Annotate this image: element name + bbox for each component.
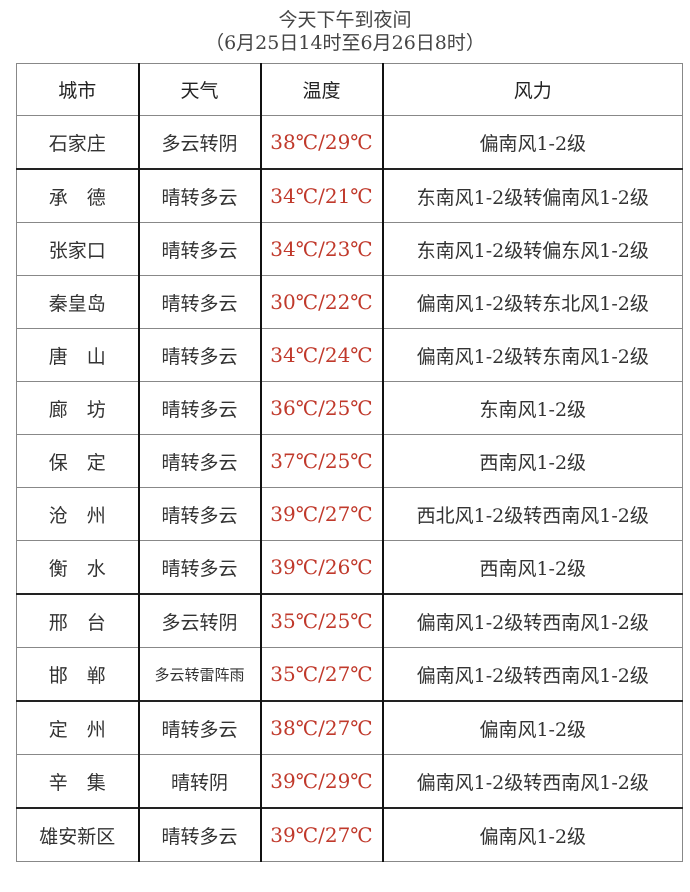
- table-row: 石家庄 多云转阴 38℃/29℃ 偏南风1-2级: [16, 115, 683, 170]
- weather-cell: 晴转多云: [137, 487, 261, 541]
- temperature-cell: 36℃/25℃: [259, 381, 383, 435]
- temperature-cell: 37℃/25℃: [259, 434, 383, 488]
- table-row: 衡 水晴转多云 39℃/26℃ 西南风1-2级: [16, 540, 683, 595]
- temperature-cell: 34℃/23℃: [259, 222, 383, 276]
- weather-cell: 晴转多云: [137, 168, 261, 223]
- temperature-cell: 39℃/27℃: [259, 807, 383, 862]
- table-row: 辛 集晴转阴 39℃/29℃ 偏南风1-2级转西南风1-2级: [16, 754, 683, 809]
- city-cell: 保 定: [16, 434, 139, 488]
- wind-cell: 西南风1-2级: [381, 540, 683, 595]
- city-cell: 雄安新区: [16, 807, 139, 862]
- table-row: 承 德晴转多云 34℃/21℃ 东南风1-2级转偏南风1-2级: [16, 168, 683, 223]
- temperature-cell: 35℃/27℃: [259, 647, 383, 702]
- weather-cell: 晴转多云: [137, 540, 261, 595]
- temperature-cell: 35℃/25℃: [259, 593, 383, 648]
- table-header-row: 城市 天气 温度 风力: [16, 63, 683, 116]
- city-cell: 秦皇岛: [16, 275, 139, 329]
- header-city: 城市: [16, 63, 139, 116]
- temperature-cell: 38℃/29℃: [259, 115, 383, 170]
- city-cell: 邢 台: [16, 593, 139, 648]
- wind-cell: 偏南风1-2级转西南风1-2级: [381, 754, 683, 809]
- wind-cell: 偏南风1-2级转西南风1-2级: [381, 593, 683, 648]
- city-cell: 衡 水: [16, 540, 139, 595]
- header-temperature: 温度: [259, 63, 383, 116]
- wind-cell: 偏南风1-2级: [381, 807, 683, 862]
- table-row: 邢 台多云转阴 35℃/25℃ 偏南风1-2级转西南风1-2级: [16, 593, 683, 648]
- forecast-table: 城市 天气 温度 风力 石家庄 多云转阴 38℃/29℃ 偏南风1-2级承 德晴转多云…: [16, 63, 683, 862]
- city-cell: 邯 郸: [16, 647, 139, 702]
- page-title: 今天下午到夜间: [278, 9, 412, 31]
- temperature-cell: 38℃/27℃: [259, 700, 383, 755]
- table-row: 秦皇岛 晴转多云 30℃/22℃ 偏南风1-2级转东北风1-2级: [16, 275, 683, 329]
- table-row: 张家口 晴转多云 34℃/23℃ 东南风1-2级转偏东风1-2级: [16, 222, 683, 276]
- table-row: 雄安新区 晴转多云 39℃/27℃ 偏南风1-2级: [16, 807, 683, 862]
- wind-cell: 偏南风1-2级转东北风1-2级: [381, 275, 683, 329]
- weather-cell: 晴转多云: [137, 807, 261, 862]
- page-subtitle: （6月25日14时至6月26日8时）: [205, 32, 485, 54]
- table-row: 唐 山晴转多云 34℃/24℃ 偏南风1-2级转东南风1-2级: [16, 328, 683, 382]
- city-cell: 张家口: [16, 222, 139, 276]
- weather-cell: 晴转多云: [137, 222, 261, 276]
- wind-cell: 偏南风1-2级转西南风1-2级: [381, 647, 683, 702]
- wind-cell: 东南风1-2级转偏南风1-2级: [381, 168, 683, 223]
- wind-cell: 偏南风1-2级转东南风1-2级: [381, 328, 683, 382]
- city-cell: 沧 州: [16, 487, 139, 541]
- wind-cell: 西南风1-2级: [381, 434, 683, 488]
- temperature-cell: 34℃/24℃: [259, 328, 383, 382]
- weather-cell: 多云转阴: [137, 115, 261, 170]
- table-row: 保 定晴转多云 37℃/25℃ 西南风1-2级: [16, 434, 683, 488]
- city-cell: 廊 坊: [16, 381, 139, 435]
- wind-cell: 西北风1-2级转西南风1-2级: [381, 487, 683, 541]
- weather-cell: 晴转多云: [137, 434, 261, 488]
- wind-cell: 东南风1-2级转偏东风1-2级: [381, 222, 683, 276]
- table-row: 沧 州晴转多云 39℃/27℃ 西北风1-2级转西南风1-2级: [16, 487, 683, 541]
- city-cell: 唐 山: [16, 328, 139, 382]
- city-cell: 定 州: [16, 700, 139, 755]
- table-row: 邯 郸多云转雷阵雨 35℃/27℃ 偏南风1-2级转西南风1-2级: [16, 647, 683, 702]
- temperature-cell: 30℃/22℃: [259, 275, 383, 329]
- temperature-cell: 39℃/26℃: [259, 540, 383, 595]
- table-row: 廊 坊晴转多云 36℃/25℃ 东南风1-2级: [16, 381, 683, 435]
- wind-cell: 东南风1-2级: [381, 381, 683, 435]
- wind-cell: 偏南风1-2级: [381, 115, 683, 170]
- city-cell: 承 德: [16, 168, 139, 223]
- wind-cell: 偏南风1-2级: [381, 700, 683, 755]
- header-weather: 天气: [137, 63, 261, 116]
- city-cell: 石家庄: [16, 115, 139, 170]
- weather-cell: 晴转阴: [137, 754, 261, 809]
- weather-cell: 多云转雷阵雨: [137, 647, 261, 702]
- table-row: 定 州晴转多云 38℃/27℃ 偏南风1-2级: [16, 700, 683, 755]
- header-wind: 风力: [381, 63, 683, 116]
- city-cell: 辛 集: [16, 754, 139, 809]
- temperature-cell: 39℃/29℃: [259, 754, 383, 809]
- weather-cell: 晴转多云: [137, 328, 261, 382]
- weather-cell: 晴转多云: [137, 700, 261, 755]
- temperature-cell: 34℃/21℃: [259, 168, 383, 223]
- temperature-cell: 39℃/27℃: [259, 487, 383, 541]
- weather-cell: 晴转多云: [137, 275, 261, 329]
- weather-cell: 晴转多云: [137, 381, 261, 435]
- weather-cell: 多云转阴: [137, 593, 261, 648]
